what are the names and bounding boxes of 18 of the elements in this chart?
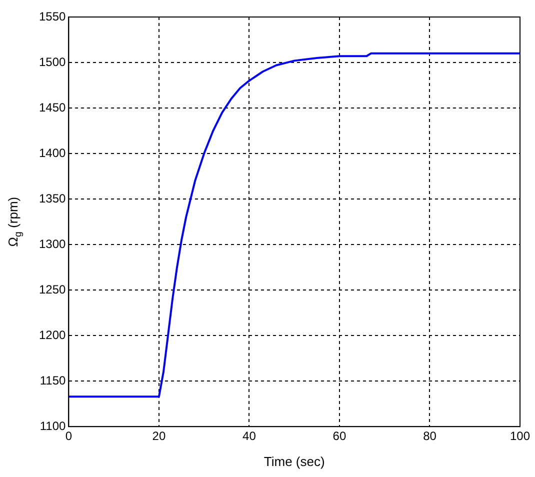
y-tick-label: 1350 xyxy=(38,191,66,206)
y-tick-label: 1500 xyxy=(38,54,66,69)
x-axis-title: Time (sec) xyxy=(264,454,325,470)
x-tick-label: 20 xyxy=(152,429,166,444)
x-tick-label: 100 xyxy=(510,429,530,444)
x-tick-label: 80 xyxy=(423,429,437,444)
x-tick-label: 40 xyxy=(242,429,256,444)
y-tick-label: 1250 xyxy=(38,282,66,296)
y-tick-label: 1550 xyxy=(38,9,66,24)
y-tick-label: 1300 xyxy=(38,236,66,251)
y-axis-title: Ωg (rpm) xyxy=(6,196,24,247)
y-tick-label: 1150 xyxy=(40,373,66,388)
y-tick-label: 1400 xyxy=(38,146,66,160)
y-tick-label: 1200 xyxy=(38,328,66,342)
y-tick-label: 1450 xyxy=(38,100,66,114)
x-tick-label: 0 xyxy=(65,429,72,444)
x-tick-label: 60 xyxy=(332,429,346,444)
y-tick-label: 1100 xyxy=(40,418,66,433)
